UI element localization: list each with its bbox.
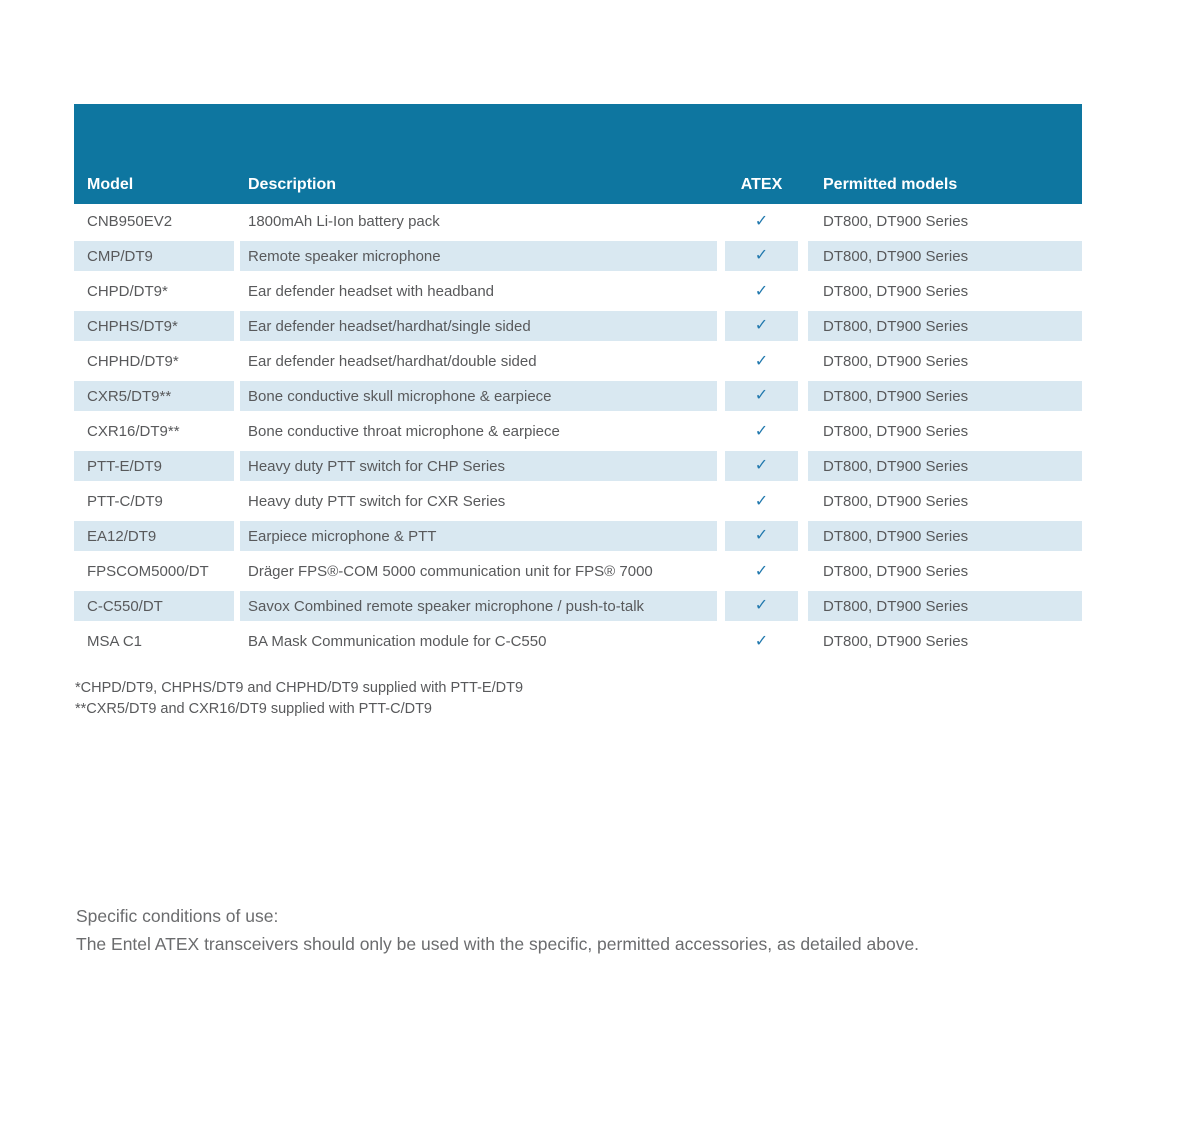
model-cell: EA12/DT9: [74, 521, 234, 551]
check-icon: ✓: [754, 632, 769, 650]
model-cell: C-C550/DT: [74, 591, 234, 621]
table-row: MSA C1 BA Mask Communication module for …: [74, 624, 1082, 659]
description-cell: Ear defender headset/hardhat/double side…: [248, 353, 537, 370]
model-cell: CHPHS/DT9*: [74, 311, 234, 341]
table-row: EA12/DT9 Earpiece microphone & PTT ✓ DT8…: [74, 519, 1082, 554]
permitted-models-cell: DT800, DT900 Series: [808, 311, 1082, 341]
model-cell: FPSCOM5000/DT: [87, 563, 209, 580]
permitted-models-cell: DT800, DT900 Series: [823, 353, 969, 370]
specific-conditions: Specific conditions of use: The Entel AT…: [76, 902, 919, 958]
description-cell: 1800mAh Li-Ion battery pack: [248, 213, 440, 230]
model-cell: PTT-E/DT9: [74, 451, 234, 481]
permitted-models-cell: DT800, DT900 Series: [823, 493, 969, 510]
model-cell: CMP/DT9: [74, 241, 234, 271]
description-cell: Heavy duty PTT switch for CXR Series: [248, 493, 506, 510]
description-cell: Dräger FPS®-COM 5000 communication unit …: [248, 563, 653, 580]
table-row: CMP/DT9 Remote speaker microphone ✓ DT80…: [74, 239, 1082, 274]
model-cell: CNB950EV2: [87, 213, 173, 230]
atex-cell: ✓: [725, 521, 798, 551]
atex-cell: ✓: [725, 484, 798, 519]
table-footnotes: *CHPD/DT9, CHPHS/DT9 and CHPHD/DT9 suppl…: [75, 678, 523, 720]
atex-cell: ✓: [725, 274, 798, 309]
model-cell: PTT-C/DT9: [87, 493, 163, 510]
table-row: CHPHD/DT9* Ear defender headset/hardhat/…: [74, 344, 1082, 379]
table-row: CHPHS/DT9* Ear defender headset/hardhat/…: [74, 309, 1082, 344]
column-header-atex: ATEX: [740, 176, 783, 193]
footnote-2: **CXR5/DT9 and CXR16/DT9 supplied with P…: [75, 701, 432, 717]
check-icon: ✓: [754, 457, 769, 474]
footnote-1: *CHPD/DT9, CHPHS/DT9 and CHPHD/DT9 suppl…: [75, 680, 524, 696]
column-header-model: Model: [87, 176, 134, 193]
check-icon: ✓: [754, 212, 769, 230]
atex-cell: ✓: [725, 344, 798, 379]
permitted-models-cell: DT800, DT900 Series: [808, 381, 1082, 411]
atex-cell: ✓: [725, 381, 798, 411]
model-cell: MSA C1: [87, 633, 143, 650]
table-row: C-C550/DT Savox Combined remote speaker …: [74, 589, 1082, 624]
atex-cell: ✓: [725, 554, 798, 589]
atex-cell: ✓: [725, 591, 798, 621]
description-cell: Savox Combined remote speaker microphone…: [240, 591, 717, 621]
accessories-table: Model Description ATEX Permitted models …: [74, 104, 1082, 659]
permitted-models-cell: DT800, DT900 Series: [823, 213, 969, 230]
check-icon: ✓: [754, 247, 769, 264]
description-cell: Bone conductive throat microphone & earp…: [248, 423, 560, 440]
permitted-models-cell: DT800, DT900 Series: [823, 633, 969, 650]
atex-cell: ✓: [725, 241, 798, 271]
permitted-models-cell: DT800, DT900 Series: [808, 591, 1082, 621]
atex-cell: ✓: [725, 414, 798, 449]
table-row: FPSCOM5000/DT Dräger FPS®-COM 5000 commu…: [74, 554, 1082, 589]
description-cell: Earpiece microphone & PTT: [240, 521, 717, 551]
table-row: CNB950EV2 1800mAh Li-Ion battery pack ✓ …: [74, 204, 1082, 239]
table-row: CXR5/DT9** Bone conductive skull microph…: [74, 379, 1082, 414]
check-icon: ✓: [754, 282, 769, 300]
model-cell: CXR5/DT9**: [74, 381, 234, 411]
model-cell: CXR16/DT9**: [87, 423, 180, 440]
permitted-models-cell: DT800, DT900 Series: [823, 563, 969, 580]
description-cell: BA Mask Communication module for C-C550: [248, 633, 547, 650]
atex-cell: ✓: [725, 624, 798, 659]
permitted-models-cell: DT800, DT900 Series: [823, 423, 969, 440]
permitted-models-cell: DT800, DT900 Series: [808, 451, 1082, 481]
permitted-models-cell: DT800, DT900 Series: [808, 241, 1082, 271]
table-row: CHPD/DT9* Ear defender headset with head…: [74, 274, 1082, 309]
column-header-permitted: Permitted models: [823, 176, 958, 193]
conditions-title: Specific conditions of use:: [76, 906, 279, 926]
atex-cell: ✓: [725, 204, 798, 239]
atex-cell: ✓: [725, 311, 798, 341]
check-icon: ✓: [754, 317, 769, 334]
table-row: PTT-C/DT9 Heavy duty PTT switch for CXR …: [74, 484, 1082, 519]
conditions-body: The Entel ATEX transceivers should only …: [76, 934, 920, 954]
check-icon: ✓: [754, 527, 769, 544]
description-cell: Ear defender headset with headband: [248, 283, 495, 300]
check-icon: ✓: [754, 492, 769, 510]
check-icon: ✓: [754, 422, 769, 440]
atex-cell: ✓: [725, 451, 798, 481]
table-body: CNB950EV2 1800mAh Li-Ion battery pack ✓ …: [74, 204, 1082, 659]
check-icon: ✓: [754, 562, 769, 580]
table-row: PTT-E/DT9 Heavy duty PTT switch for CHP …: [74, 449, 1082, 484]
check-icon: ✓: [754, 352, 769, 370]
description-cell: Ear defender headset/hardhat/single side…: [240, 311, 717, 341]
table-row: CXR16/DT9** Bone conductive throat micro…: [74, 414, 1082, 449]
description-cell: Heavy duty PTT switch for CHP Series: [240, 451, 717, 481]
check-icon: ✓: [754, 387, 769, 404]
table-header-row: Model Description ATEX Permitted models: [74, 104, 1082, 204]
description-cell: Remote speaker microphone: [240, 241, 717, 271]
check-icon: ✓: [754, 597, 769, 614]
permitted-models-cell: DT800, DT900 Series: [808, 521, 1082, 551]
column-header-description: Description: [248, 176, 337, 193]
model-cell: CHPHD/DT9*: [87, 353, 179, 370]
model-cell: CHPD/DT9*: [87, 283, 168, 300]
permitted-models-cell: DT800, DT900 Series: [823, 283, 969, 300]
description-cell: Bone conductive skull microphone & earpi…: [240, 381, 717, 411]
